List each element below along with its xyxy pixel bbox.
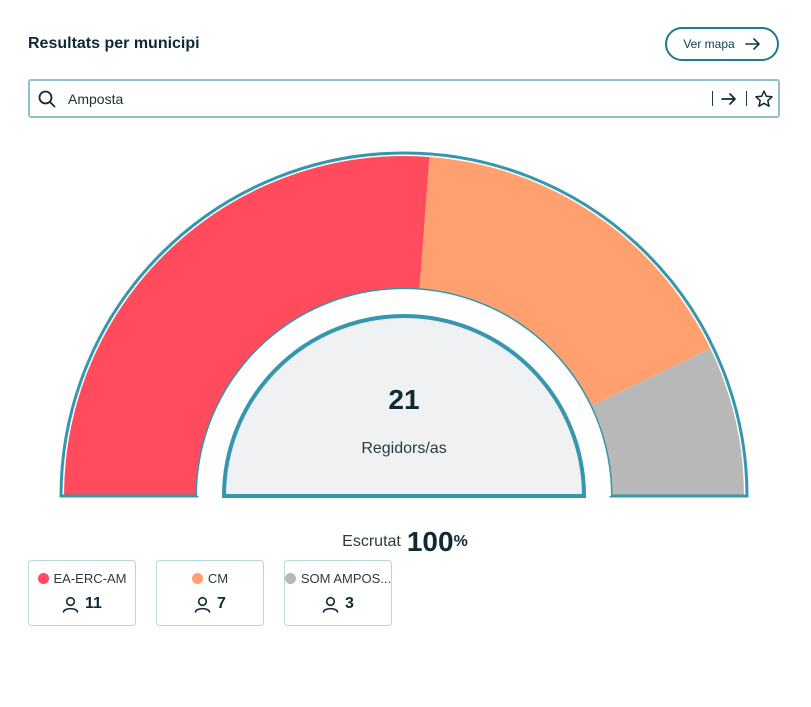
party-seats: 7	[217, 595, 226, 612]
separator	[746, 91, 747, 106]
star-icon[interactable]	[754, 89, 774, 109]
person-icon	[62, 596, 79, 613]
scrutiny-status: Escrutat 100%	[200, 526, 610, 558]
party-name: CM	[207, 571, 229, 586]
party-color-dot	[191, 573, 203, 584]
party-legend: EA-ERC-AM 11 CM 7 SOM AMPOS... 3	[28, 560, 392, 626]
total-seats: 21	[388, 384, 420, 415]
party-name: SOM AMPOS...	[300, 571, 391, 586]
chart-outline	[59, 151, 749, 498]
search-input[interactable]	[68, 87, 688, 111]
arrow-right-icon[interactable]	[720, 90, 738, 108]
total-seats-caption: Regidors/as	[361, 440, 447, 457]
view-map-label: Ver mapa	[683, 37, 735, 51]
party-color-dot	[285, 573, 296, 584]
party-seats: 3	[345, 595, 354, 612]
party-card[interactable]: CM 7	[156, 560, 264, 626]
seat-slice-2[interactable]	[587, 348, 744, 496]
arrow-right-icon	[744, 38, 760, 50]
party-card[interactable]: EA-ERC-AM 11	[28, 560, 136, 626]
page-title: Resultats per municipi	[28, 35, 200, 52]
scrutiny-value: 100	[406, 526, 454, 557]
party-seats: 11	[85, 595, 102, 612]
center-disc	[221, 314, 587, 498]
municipality-search	[28, 79, 780, 118]
party-name: EA-ERC-AM	[53, 571, 127, 586]
view-map-button[interactable]: Ver mapa	[665, 27, 779, 61]
search-icon	[38, 90, 56, 108]
person-icon	[322, 596, 339, 613]
separator	[712, 91, 713, 106]
scrutiny-unit: %	[453, 533, 468, 550]
party-card[interactable]: SOM AMPOS... 3	[284, 560, 392, 626]
person-icon	[194, 596, 211, 613]
party-color-dot	[37, 573, 49, 584]
scrutiny-label: Escrutat	[342, 533, 401, 550]
seat-slice-1[interactable]	[419, 156, 711, 408]
seat-slice-0[interactable]	[64, 156, 430, 497]
